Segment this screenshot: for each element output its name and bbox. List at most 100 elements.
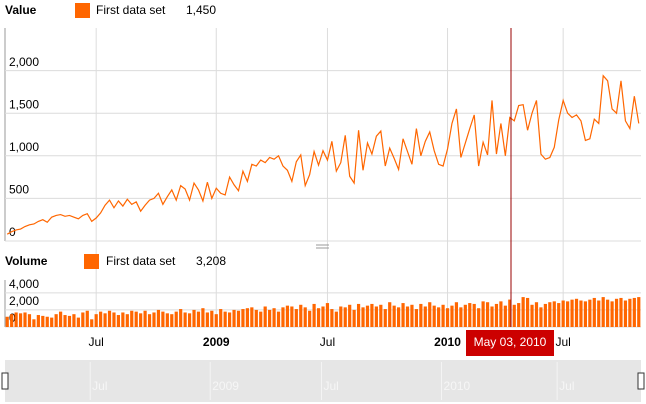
bar	[214, 314, 218, 327]
overlay-layer: Value First data set 1,450 Volume First …	[1, 3, 645, 390]
bar	[472, 303, 476, 327]
bar	[205, 312, 209, 327]
bar	[90, 319, 94, 327]
bar	[330, 309, 334, 327]
bar	[614, 298, 619, 327]
legend-value: 1,450	[186, 3, 216, 17]
bar	[201, 308, 205, 327]
bar	[392, 305, 396, 327]
bar	[365, 305, 370, 327]
scroll-label: Jul	[323, 379, 338, 393]
bar	[388, 302, 392, 327]
panel-divider[interactable]	[316, 244, 329, 249]
bar	[339, 306, 343, 327]
bar	[468, 303, 472, 327]
scrollbar[interactable]	[5, 360, 641, 402]
panel-title: Volume	[5, 254, 48, 268]
bar	[606, 299, 610, 327]
bar	[463, 304, 467, 327]
bar	[343, 307, 347, 327]
bar	[481, 301, 485, 327]
bar	[112, 312, 116, 327]
scroll-handle[interactable]	[1, 372, 9, 390]
bar	[254, 309, 258, 327]
bar	[570, 299, 574, 327]
bar	[219, 309, 223, 327]
bar	[628, 298, 632, 327]
bar	[174, 311, 178, 327]
bar	[72, 314, 76, 327]
bar	[437, 307, 441, 327]
bar	[517, 303, 521, 327]
bar	[432, 305, 436, 327]
bar	[370, 303, 374, 327]
bar	[525, 297, 530, 327]
bar	[241, 309, 245, 327]
legend-marker[interactable]	[84, 254, 99, 269]
cursor-label: May 03, 2010	[474, 335, 547, 349]
scroll-handle[interactable]	[637, 372, 645, 390]
bar	[592, 297, 596, 327]
bar	[147, 314, 152, 327]
bar	[294, 309, 298, 327]
x-tick-label: Jul	[555, 335, 570, 349]
bar	[477, 308, 481, 327]
bar	[67, 315, 72, 327]
bar	[601, 297, 605, 327]
bar	[130, 310, 134, 327]
bar	[139, 313, 143, 327]
bar	[263, 306, 267, 327]
bar	[579, 300, 583, 327]
bar	[32, 319, 36, 327]
legend-label[interactable]: First data set	[96, 3, 166, 17]
bar	[334, 311, 338, 327]
bar	[632, 297, 636, 327]
bar	[494, 303, 499, 327]
bar	[143, 310, 147, 327]
bar	[352, 309, 356, 327]
bar	[276, 311, 281, 327]
bar	[134, 311, 138, 327]
bar	[566, 301, 570, 327]
bar	[419, 303, 423, 327]
bar	[179, 309, 183, 327]
bar	[170, 314, 174, 327]
bar	[259, 311, 263, 327]
bar	[508, 299, 512, 327]
legend-label[interactable]: First data set	[106, 254, 176, 268]
bar	[441, 304, 445, 327]
bar	[321, 306, 325, 327]
bar	[312, 303, 316, 327]
bar	[116, 315, 121, 327]
scroll-label: 2009	[212, 379, 239, 393]
x-tick-label: 2009	[203, 335, 230, 349]
bar	[161, 311, 165, 327]
bar	[534, 302, 539, 327]
bar	[405, 306, 410, 327]
bar	[152, 312, 156, 327]
bar	[103, 313, 107, 327]
bar	[485, 302, 490, 327]
bar	[192, 309, 196, 327]
bar	[245, 308, 249, 327]
bar	[63, 315, 67, 327]
legend-marker[interactable]	[75, 3, 90, 18]
bar	[27, 314, 32, 327]
bar	[165, 313, 169, 327]
bar	[99, 311, 103, 327]
bar	[450, 305, 454, 327]
cursor-balloon	[466, 330, 554, 356]
bar	[445, 308, 450, 327]
bar	[503, 305, 507, 327]
bar	[85, 310, 89, 327]
scroll-label: 2010	[444, 379, 471, 393]
bar	[196, 311, 201, 327]
bar	[521, 297, 525, 327]
x-tick-label: Jul	[89, 335, 104, 349]
bar	[459, 307, 463, 327]
y-tick-label: 2,000	[9, 55, 39, 69]
bar	[548, 302, 552, 327]
bar	[410, 304, 414, 327]
bar	[552, 301, 556, 327]
